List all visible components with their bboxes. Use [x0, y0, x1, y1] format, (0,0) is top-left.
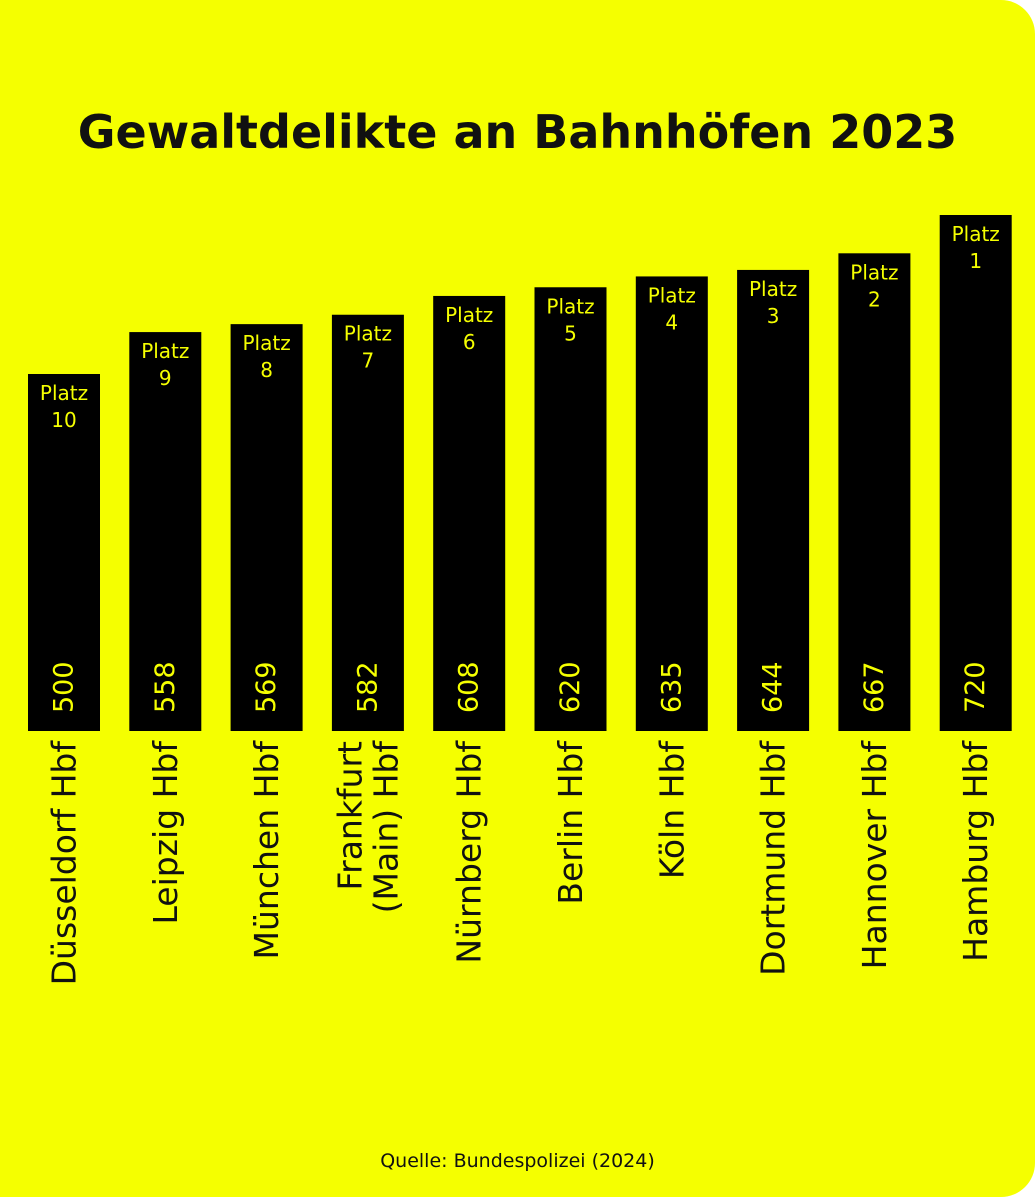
bar: [433, 295, 506, 731]
bar-value-label: 667: [859, 661, 890, 713]
bar-rank-number: 2: [868, 287, 881, 311]
bar-rank-number: 6: [463, 330, 476, 354]
bar-value-label: 720: [960, 661, 991, 713]
bar-rank-prefix: Platz: [141, 339, 189, 363]
bar-rank-number: 8: [260, 358, 273, 382]
bar-rank-prefix: Platz: [546, 294, 594, 318]
bar-group: Platz 5 620 Berlin Hbf: [534, 287, 607, 905]
bar-rank-number: 9: [159, 366, 172, 390]
bar: [28, 374, 100, 731]
bar-value-label: 500: [49, 661, 80, 713]
bar-value-label: 582: [352, 661, 383, 713]
bar-value-label: 620: [555, 661, 586, 713]
bar-group: Platz 8 569 München Hbf: [230, 324, 303, 960]
bar-rank-prefix: Platz: [952, 222, 1000, 246]
category-label: Dortmund Hbf: [754, 740, 793, 976]
bar-rank-number: 1: [969, 249, 982, 273]
category-label: Hannover Hbf: [855, 740, 894, 970]
category-label: Frankfurt: [330, 741, 369, 890]
bar-group: Platz 7 582 Frankfurt(Main) Hbf: [330, 314, 405, 914]
bar-rank-number: 4: [665, 310, 678, 334]
bar-rank-prefix: Platz: [749, 277, 797, 301]
bar-group: Platz 4 635 Köln Hbf: [635, 276, 708, 880]
bar-group: Platz 9 558 Leipzig Hbf: [129, 332, 202, 925]
category-label: Düsseldorf Hbf: [45, 740, 84, 986]
category-label: Berlin Hbf: [551, 740, 590, 905]
category-label: Köln Hbf: [652, 740, 691, 880]
chart-title: Gewaltdelikte an Bahnhöfen 2023: [77, 105, 958, 159]
bar-group: Platz 6 608 Nürnberg Hbf: [433, 295, 506, 964]
category-label: Nürnberg Hbf: [450, 740, 489, 964]
bar-value-label: 558: [150, 661, 181, 713]
bar-rank-prefix: Platz: [648, 283, 696, 307]
bar: [534, 287, 607, 731]
bar-value-label: 569: [251, 661, 282, 713]
bar: [331, 314, 404, 731]
bar-value-label: 635: [656, 661, 687, 713]
bar: [230, 324, 303, 731]
bar: [129, 332, 202, 731]
category-label: München Hbf: [247, 740, 286, 960]
bar-rank-number: 10: [51, 408, 76, 432]
bar-rank-number: 7: [362, 349, 375, 373]
bar-group: Platz 2 667 Hannover Hbf: [838, 253, 911, 970]
bar-rank-prefix: Platz: [242, 331, 290, 355]
bar-rank-prefix: Platz: [445, 303, 493, 327]
bar-value-label: 608: [454, 661, 485, 713]
bar: [737, 269, 810, 731]
bar-rank-number: 3: [767, 304, 780, 328]
bar-group: Platz 10 500 Düsseldorf Hbf: [28, 374, 100, 985]
bar-value-label: 644: [758, 661, 789, 713]
category-label: (Main) Hbf: [366, 740, 405, 914]
bar-chart: Platz 10 500 Düsseldorf Hbf Platz 9 558 Leipzig…: [28, 215, 1012, 985]
category-label: Leipzig Hbf: [146, 740, 185, 925]
bar-rank-prefix: Platz: [344, 322, 392, 346]
bar-rank-prefix: Platz: [40, 381, 88, 405]
bar-group: Platz 1 720 Hamburg Hbf: [939, 215, 1012, 962]
source-note: Quelle: Bundespolizei (2024): [380, 1150, 655, 1172]
bar: [939, 215, 1012, 731]
bar-group: Platz 3 644 Dortmund Hbf: [737, 269, 810, 976]
category-label: Hamburg Hbf: [956, 740, 995, 962]
bar-rank-number: 5: [564, 321, 577, 345]
bar: [635, 276, 708, 731]
bar: [838, 253, 911, 731]
bar-rank-prefix: Platz: [850, 260, 898, 284]
